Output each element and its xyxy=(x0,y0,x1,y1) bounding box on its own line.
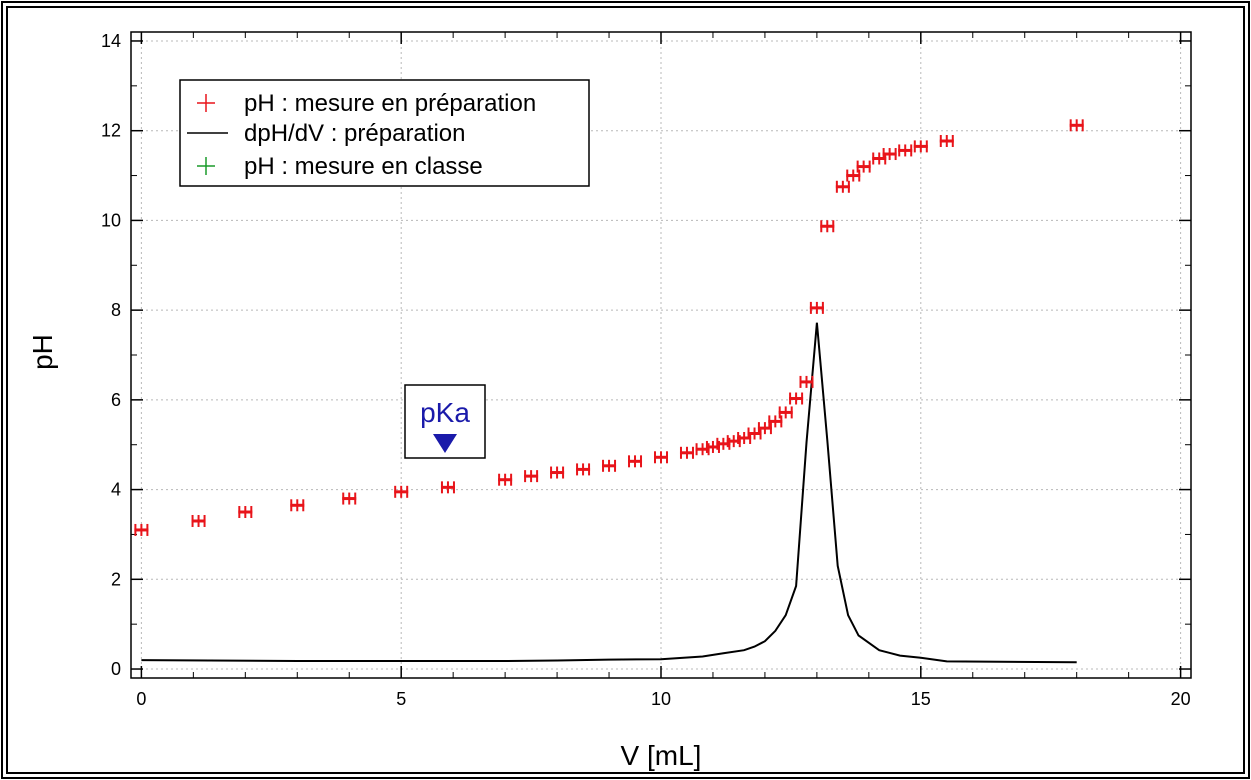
y-tick-label: 2 xyxy=(111,569,121,589)
legend-box xyxy=(179,79,590,187)
data-point xyxy=(654,451,668,464)
y-tick-label: 12 xyxy=(101,121,121,141)
data-point xyxy=(898,144,913,157)
y-tick-label: 8 xyxy=(111,300,121,320)
data-point xyxy=(628,455,643,468)
data-point xyxy=(679,446,694,459)
data-point xyxy=(342,492,357,505)
x-tick-label: 10 xyxy=(651,689,671,709)
data-point xyxy=(394,485,409,498)
data-point xyxy=(835,180,850,193)
data-point xyxy=(238,506,253,519)
y-tick-label: 10 xyxy=(101,210,121,230)
pka-annotation: pKa xyxy=(404,384,486,459)
legend-item-dphdv: dpH/dV : préparation xyxy=(187,120,465,147)
data-point xyxy=(846,169,861,182)
data-point xyxy=(440,481,455,494)
data-point xyxy=(550,466,565,479)
pka-arrow-icon xyxy=(433,434,457,453)
series-markers xyxy=(134,119,1084,536)
series-line-dphdv xyxy=(141,322,1077,664)
axis-ticks xyxy=(131,32,1191,678)
y-tick-label: 14 xyxy=(101,31,121,51)
data-point xyxy=(913,140,928,153)
legend-label-dphdv: dpH/dV : préparation xyxy=(244,120,465,147)
data-point xyxy=(191,514,206,527)
x-tick-label: 20 xyxy=(1171,689,1191,709)
legend-item-ph-preparation: pH : mesure en préparation xyxy=(197,90,536,117)
legend-label-ph-classe: pH : mesure en classe xyxy=(244,153,483,180)
data-point xyxy=(290,499,305,512)
data-point xyxy=(498,473,513,486)
data-point xyxy=(524,470,539,483)
data-point xyxy=(809,301,824,314)
x-tick-label: 5 xyxy=(396,689,406,709)
x-tick-label: 0 xyxy=(136,689,146,709)
data-point xyxy=(789,392,804,405)
y-axis-label: pH xyxy=(27,334,58,370)
data-point xyxy=(778,406,793,419)
x-axis-label: V [mL] xyxy=(621,740,702,771)
data-point xyxy=(602,459,617,472)
grid xyxy=(131,32,1191,678)
data-point xyxy=(856,160,871,173)
data-point xyxy=(820,220,835,233)
y-tick-label: 4 xyxy=(111,480,121,500)
x-tick-label: 15 xyxy=(911,689,931,709)
data-point xyxy=(757,422,772,435)
data-point xyxy=(134,523,149,536)
y-tick-label: 6 xyxy=(111,390,121,410)
inner-frame xyxy=(6,6,1245,774)
data-point xyxy=(882,148,897,161)
legend: pH : mesure en préparation dpH/dV : prép… xyxy=(179,79,590,187)
tick-labels: 0 5 10 15 20 0 2 4 6 8 10 12 14 xyxy=(101,31,1191,709)
legend-item-ph-classe: pH : mesure en classe xyxy=(197,153,483,180)
pka-label: pKa xyxy=(420,397,470,428)
data-point xyxy=(1069,119,1084,132)
data-point xyxy=(799,375,814,388)
y-tick-label: 0 xyxy=(111,659,121,679)
data-point xyxy=(939,135,954,148)
series-lines xyxy=(141,322,1077,664)
data-point xyxy=(768,415,783,428)
data-point xyxy=(576,463,591,476)
legend-label-ph-preparation: pH : mesure en préparation xyxy=(244,90,536,117)
